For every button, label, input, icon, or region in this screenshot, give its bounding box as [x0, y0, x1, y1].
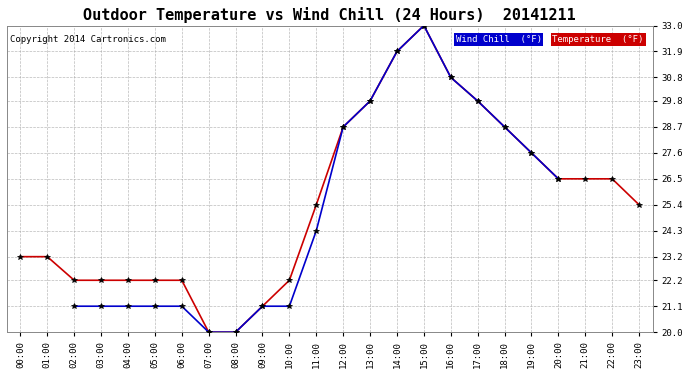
Text: Copyright 2014 Cartronics.com: Copyright 2014 Cartronics.com — [10, 35, 166, 44]
Text: Temperature  (°F): Temperature (°F) — [553, 35, 644, 44]
Text: Wind Chill  (°F): Wind Chill (°F) — [455, 35, 542, 44]
Title: Outdoor Temperature vs Wind Chill (24 Hours)  20141211: Outdoor Temperature vs Wind Chill (24 Ho… — [83, 7, 576, 23]
